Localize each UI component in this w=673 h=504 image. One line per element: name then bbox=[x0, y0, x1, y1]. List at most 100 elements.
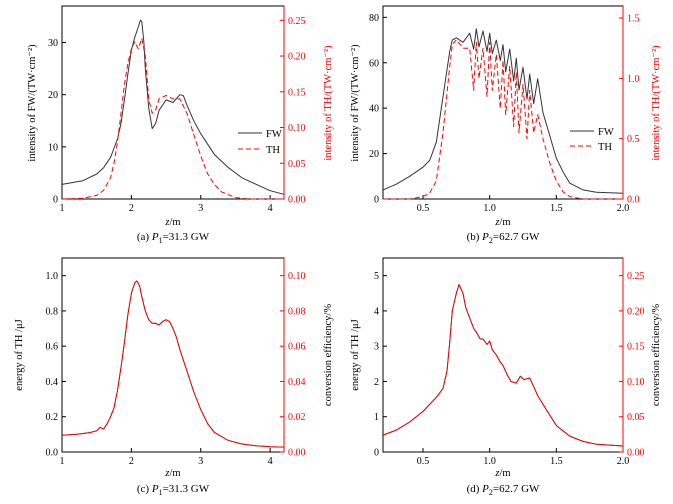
y-left-tick-label: 1.0 bbox=[46, 271, 59, 282]
panel-a-ylabel-left: intensity of FW/(TW·cm⁻²) bbox=[27, 44, 38, 162]
x-tick-label: 1.0 bbox=[483, 456, 496, 467]
panel-b-caption-sub: 2 bbox=[489, 236, 493, 245]
y-right-tick-label: 0.15 bbox=[288, 87, 306, 98]
y-right-tick-label: 0.5 bbox=[627, 134, 640, 145]
panel-b-series-fw bbox=[382, 28, 624, 194]
panel-a-right-ticks: 0.00 0.05 0.10 0.15 0.20 0.25 bbox=[280, 16, 306, 206]
y-right-tick-label: 0.08 bbox=[288, 306, 306, 317]
y-right-tick-label: 0.20 bbox=[627, 306, 645, 317]
panel-a-series bbox=[61, 19, 285, 200]
x-tick-label: 4 bbox=[268, 456, 273, 467]
y-left-tick-label: 0 bbox=[374, 448, 379, 459]
y-left-tick-label: 0 bbox=[374, 195, 379, 206]
y-left-tick-label: 5 bbox=[374, 271, 379, 282]
panel-c-caption-var: P bbox=[151, 483, 159, 495]
panel-a: 1 2 3 4 0 10 20 30 0.00 0.05 0.10 0.15 0.20 0.25 in… bbox=[27, 5, 334, 245]
y-right-tick-label: 0.04 bbox=[288, 377, 306, 388]
y-left-tick-label: 20 bbox=[369, 149, 379, 160]
panel-a-caption-prefix: (a) bbox=[137, 231, 152, 243]
x-tick-label: 2.0 bbox=[617, 203, 630, 214]
panel-a-legend-th-label: TH bbox=[266, 145, 280, 156]
panel-a-legend-fw-label: FW bbox=[266, 129, 282, 140]
y-right-tick-label: 0.25 bbox=[288, 16, 306, 27]
panel-d-xlabel-var: z bbox=[494, 468, 499, 479]
panel-d-caption-var: P bbox=[481, 483, 489, 495]
panel-a-xlabel-unit: /m bbox=[170, 217, 181, 228]
x-tick-label: 1.0 bbox=[483, 203, 496, 214]
panel-c-left-ticks: 0.0 0.2 0.4 0.6 0.8 1.0 bbox=[46, 271, 66, 459]
panel-d-series-efficiency bbox=[382, 284, 624, 447]
x-tick-label: 0.5 bbox=[417, 203, 430, 214]
panel-d-xlabel: z/m bbox=[494, 468, 510, 479]
y-left-tick-label: 0.4 bbox=[46, 377, 59, 388]
panel-a-series-fw bbox=[61, 19, 285, 195]
panel-b-left-ticks: 0 20 40 60 80 bbox=[369, 13, 387, 206]
panel-b-series bbox=[382, 28, 624, 200]
x-tick-label: 1.5 bbox=[550, 203, 563, 214]
panel-b-caption-prefix: (b) bbox=[467, 231, 483, 243]
x-tick-label: 3 bbox=[198, 203, 203, 214]
panel-d-x-ticks: 0.5 1.0 1.5 2.0 bbox=[417, 448, 630, 467]
panel-d-frame bbox=[382, 257, 624, 453]
x-tick-label: 2 bbox=[129, 203, 134, 214]
panel-c-frame bbox=[61, 257, 285, 453]
y-right-tick-label: 0.10 bbox=[627, 377, 645, 388]
panel-c-xlabel: z/m bbox=[164, 468, 180, 479]
y-right-tick-label: 0.25 bbox=[627, 271, 645, 282]
y-left-tick-label: 3 bbox=[374, 342, 379, 353]
panel-c-xlabel-unit: /m bbox=[170, 468, 181, 479]
panel-c-caption-prefix: (c) bbox=[137, 483, 152, 495]
panel-c-series-energy bbox=[61, 280, 285, 448]
panel-d-ylabel-left: energy of TH /μJ bbox=[350, 319, 361, 390]
panel-a-caption: (a) P1=31.3 GW bbox=[137, 231, 210, 245]
panel-c-xlabel-var: z bbox=[164, 468, 169, 479]
panel-d-right-ticks: 0.00 0.05 0.10 0.15 0.20 0.25 bbox=[619, 271, 645, 459]
x-tick-label: 0.5 bbox=[417, 456, 430, 467]
panel-b-xlabel: z/m bbox=[494, 217, 510, 228]
y-right-tick-label: 0.20 bbox=[288, 52, 306, 63]
panel-b-series-th bbox=[383, 39, 623, 200]
y-left-tick-label: 30 bbox=[48, 38, 58, 49]
x-tick-label: 2.0 bbox=[617, 456, 630, 467]
y-right-tick-label: 0.0 bbox=[627, 195, 640, 206]
panel-a-caption-var: P bbox=[151, 231, 159, 243]
panel-c-x-ticks: 1 2 3 4 bbox=[60, 448, 273, 467]
panel-b-caption-rest: =62.7 GW bbox=[493, 231, 540, 243]
panel-c: 1 2 3 4 0.0 0.2 0.4 0.6 0.8 1.0 0.00 0.02 0.04 0.06… bbox=[14, 257, 334, 497]
panel-a-legend: FW TH bbox=[238, 129, 282, 156]
panel-a-series-th bbox=[61, 37, 284, 200]
y-left-tick-label: 1 bbox=[374, 412, 379, 423]
panel-a-ylabel-right: intensity of TH/(TW·cm⁻²) bbox=[323, 45, 334, 161]
y-right-tick-label: 0.06 bbox=[288, 342, 306, 353]
y-right-tick-label: 0.10 bbox=[288, 271, 306, 282]
panel-b-caption-var: P bbox=[481, 231, 489, 243]
panel-b-x-ticks: 0.5 1.0 1.5 2.0 bbox=[417, 195, 630, 214]
panel-b-ylabel-left: intensity of FW/(TW·cm⁻²) bbox=[350, 44, 361, 162]
y-left-tick-label: 2 bbox=[374, 377, 379, 388]
panel-a-xlabel-var: z bbox=[164, 217, 169, 228]
panel-d-caption-rest: =62.7 GW bbox=[493, 483, 540, 495]
y-left-tick-label: 4 bbox=[374, 306, 379, 317]
panel-a-x-ticks: 1 2 3 4 bbox=[60, 195, 273, 214]
panel-a-xlabel: z/m bbox=[164, 217, 180, 228]
x-tick-label: 4 bbox=[268, 203, 273, 214]
y-left-tick-label: 20 bbox=[48, 90, 58, 101]
x-tick-label: 1.5 bbox=[550, 456, 563, 467]
panel-b-caption: (b) P2=62.7 GW bbox=[467, 231, 540, 245]
y-right-tick-label: 0.10 bbox=[288, 123, 306, 134]
panel-c-caption-sub: 1 bbox=[159, 488, 163, 497]
panel-b-right-ticks: 0.0 0.5 1.0 1.5 bbox=[619, 14, 640, 206]
y-right-tick-label: 1.5 bbox=[627, 14, 640, 25]
panel-b-xlabel-var: z bbox=[494, 217, 499, 228]
panel-d-ylabel-right: conversion efficiency/% bbox=[651, 304, 662, 406]
y-left-tick-label: 40 bbox=[369, 104, 379, 115]
x-tick-label: 1 bbox=[60, 456, 65, 467]
panel-b-legend-th-label: TH bbox=[598, 142, 612, 153]
panel-d-caption-sub: 2 bbox=[489, 488, 493, 497]
panel-c-ylabel-right: conversion efficiency/% bbox=[323, 304, 334, 406]
y-right-tick-label: 0.00 bbox=[288, 195, 306, 206]
panel-b-legend-fw-label: FW bbox=[598, 127, 614, 138]
y-right-tick-label: 0.05 bbox=[627, 412, 645, 423]
x-tick-label: 2 bbox=[129, 456, 134, 467]
